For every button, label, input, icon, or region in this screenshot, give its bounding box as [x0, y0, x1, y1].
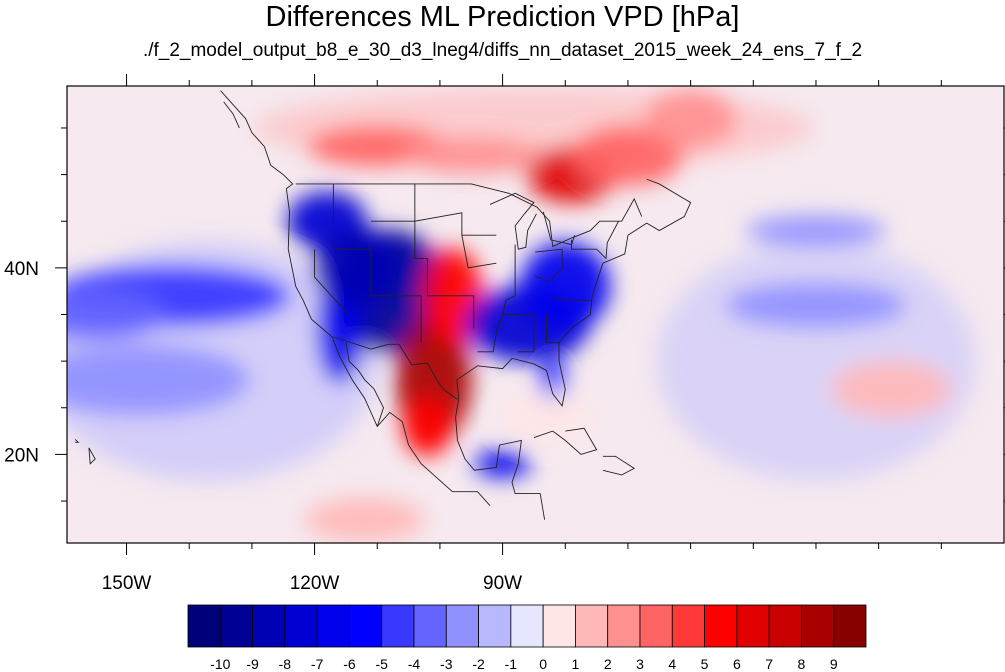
colorbar-box — [575, 604, 609, 648]
colorbar — [187, 604, 867, 648]
field-gulf-of-mexico-wet — [501, 392, 592, 443]
field-eastern-pacific-wet — [304, 497, 425, 542]
colorbar-label: -4 — [408, 656, 421, 672]
chart-title: Differences ML Prediction VPD [hPa] — [265, 1, 740, 33]
x-tick-label: 150W — [102, 573, 152, 594]
field-northern-mexico-wet-bias — [402, 396, 453, 457]
colorbar-label: -3 — [440, 656, 453, 672]
field-labrador-wet-bias — [572, 125, 683, 186]
colorbar-box — [833, 604, 867, 648]
axis-ticks — [55, 74, 1005, 555]
colorbar-box — [801, 604, 835, 648]
colorbar-box — [607, 604, 641, 648]
y-tick-label: 40N — [4, 259, 39, 280]
colorbar-box — [252, 604, 286, 648]
colorbar-label: -5 — [375, 656, 388, 672]
colorbar-label: -10 — [210, 656, 230, 672]
colorbar-box — [349, 604, 383, 648]
colorbar-box — [542, 604, 576, 648]
colorbar-box — [187, 604, 221, 648]
colorbar-label: 7 — [765, 656, 773, 672]
colorbar-label: 1 — [572, 656, 580, 672]
coastlines — [74, 90, 692, 520]
colorbar-labels: -10 -9 -8 -7 -6 -5 -4 -3 -2 -1 0 1 2 3 4 5 6 7 8 9 — [210, 656, 838, 672]
colorbar-box — [413, 604, 447, 648]
colorbar-box — [316, 604, 350, 648]
colorbar-label: -6 — [343, 656, 356, 672]
field-appalachian-dry-bias — [520, 241, 611, 332]
colorbar-label: -8 — [279, 656, 292, 672]
colorbar-label: -9 — [246, 656, 259, 672]
colorbar-box — [284, 604, 318, 648]
difference-field — [67, 87, 976, 542]
colorbar-label: -1 — [505, 656, 518, 672]
colorbar-box — [768, 604, 802, 648]
colorbar-label: 4 — [668, 656, 676, 672]
x-tick-label: 90W — [483, 573, 522, 594]
colorbar-box — [639, 604, 673, 648]
colorbar-box — [736, 604, 770, 648]
field-atlantic-wet-patch — [831, 361, 952, 418]
x-tick-label: 120W — [290, 573, 340, 594]
colorbar-box — [671, 604, 705, 648]
colorbar-label: 5 — [701, 656, 709, 672]
colorbar-label: 8 — [798, 656, 806, 672]
field-atlantic-dry-band — [725, 283, 906, 328]
field-pacific-dry-band-west — [67, 289, 166, 340]
field-great-basin-dry-bias — [313, 227, 404, 308]
colorbar-box — [219, 604, 253, 648]
field-newfoundland-wet-bias — [645, 88, 736, 149]
colorbar-box — [478, 604, 512, 648]
colorbar-label: 3 — [636, 656, 644, 672]
field-atlantic-northeast-dry — [745, 215, 886, 246]
colorbar-box — [445, 604, 479, 648]
colorbar-box — [510, 604, 544, 648]
colorbar-label: 2 — [604, 656, 612, 672]
field-subtropical-pacific-dry — [67, 344, 250, 415]
axis-tick-labels: 150W 120W 90W 20N 40N — [4, 259, 522, 594]
colorbar-label: 6 — [733, 656, 741, 672]
field-caribbean-dry-bias — [474, 449, 531, 478]
colorbar-label: 9 — [830, 656, 838, 672]
colorbar-label: -7 — [311, 656, 324, 672]
chart-subtitle: ./f_2_model_output_b8_e_30_d3_lneg4/diff… — [142, 40, 863, 61]
y-tick-label: 20N — [4, 445, 39, 466]
colorbar-box — [704, 604, 738, 648]
field-canada-wet-band-central — [401, 137, 542, 174]
colorbar-label: 0 — [539, 656, 547, 672]
colorbar-box — [381, 604, 415, 648]
colorbar-label: -2 — [472, 656, 485, 672]
